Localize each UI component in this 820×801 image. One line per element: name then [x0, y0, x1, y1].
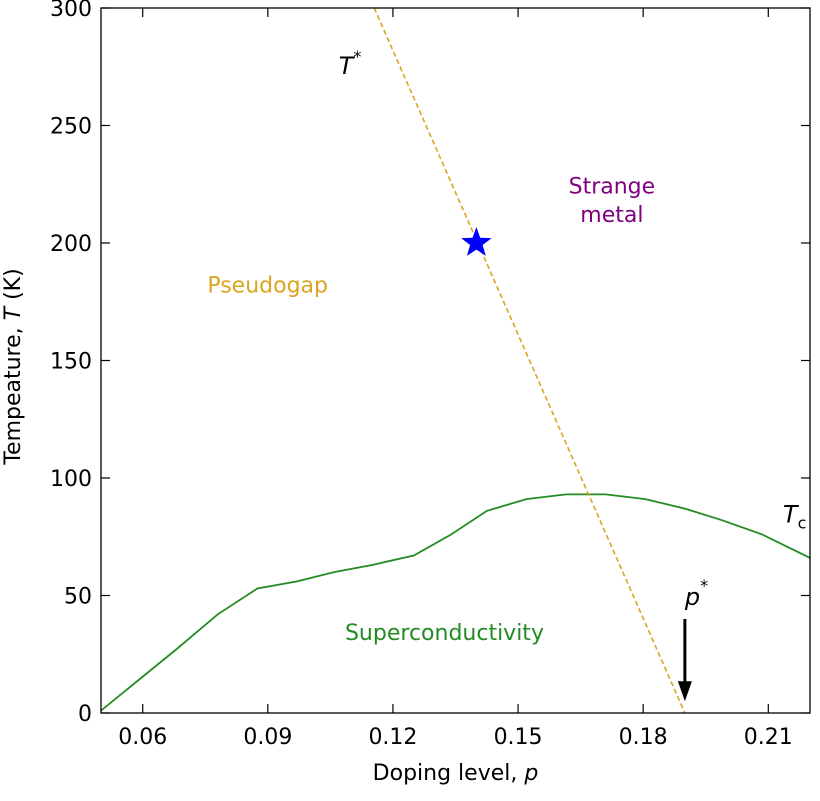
y-tick-label: 100 [50, 467, 92, 492]
p-star-sup: * [700, 576, 708, 595]
p-star-base: p [684, 583, 700, 611]
x-tick-label: 0.06 [118, 725, 167, 750]
x-tick-label: 0.15 [494, 725, 543, 750]
plot-area [101, 8, 810, 713]
x-tick-label: 0.18 [619, 725, 668, 750]
y-axis-label: Tempeature, T (K) [1, 268, 26, 465]
p-star-arrow-head [677, 681, 692, 702]
star-marker [461, 227, 492, 256]
x-tick-label: 0.12 [368, 725, 417, 750]
x-axis-label-var: p [523, 761, 538, 786]
y-tick-label: 250 [50, 115, 92, 140]
t-star-sup: * [353, 47, 361, 66]
t-star-label: T* [339, 47, 362, 80]
y-tick-label: 300 [50, 0, 92, 22]
strange-metal-label-line2: metal [580, 203, 643, 228]
y-axis-label-var: T [1, 305, 26, 320]
t-c-base: T [783, 501, 800, 529]
y-axis-label-unit: (K) [1, 268, 26, 307]
y-tick-label: 50 [64, 585, 92, 610]
x-tick-label: 0.09 [243, 725, 292, 750]
tc-curve [101, 493, 810, 712]
plot-frame [100, 7, 811, 714]
t-c-label: Tc [783, 501, 806, 533]
x-tick-label: 0.21 [744, 725, 793, 750]
superconductivity-label: Superconductivity [345, 621, 544, 646]
strange-metal-label-line1: Strange [569, 175, 656, 200]
x-axis-label-text: Doping level, [373, 761, 525, 786]
y-tick-label: 200 [50, 232, 92, 257]
x-axis-label: Doping level, p [373, 761, 539, 786]
pseudogap-label: Pseudogap [207, 273, 328, 298]
t-star-base: T [339, 52, 356, 80]
chart-marks [101, 8, 810, 713]
y-tick-label: 150 [50, 350, 92, 375]
axis-ticks: 0.06 0.09 0.12 0.15 0.18 0.21 0 50 100 150 200 250 3… [50, 0, 810, 750]
y-axis-label-text: Tempeature, [1, 320, 26, 465]
t-c-sub: c [798, 514, 807, 533]
p-star-label: p* [684, 576, 708, 611]
t-star-line [373, 8, 686, 713]
y-tick-label: 0 [78, 702, 92, 727]
